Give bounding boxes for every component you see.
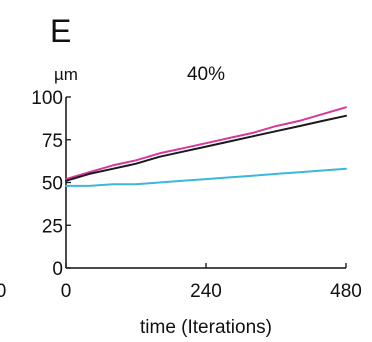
y-tick-label: 75 [42,131,63,152]
x-tick-label: 0 [61,281,72,302]
y-tick-label: 100 [31,88,63,109]
x-tick-label: 240 [190,281,222,302]
series-line-2 [65,114,347,182]
unit-label: µm [54,65,78,84]
series-line-3 [65,167,347,187]
y-tick-label: 25 [42,216,63,237]
x-tick-label: 480 [330,281,362,302]
series-line-1 [65,106,347,181]
x-axis-label: time (Iterations) [140,317,272,338]
cut-off-tick-label: 0 [0,281,6,302]
panel-letter: E [50,13,71,49]
y-tick-label: 50 [42,174,63,195]
y-tick-label: 0 [52,259,63,280]
chart-title: 40% [187,64,225,85]
plot-area: 0 25 50 75 100 0 240 480 [31,88,362,302]
